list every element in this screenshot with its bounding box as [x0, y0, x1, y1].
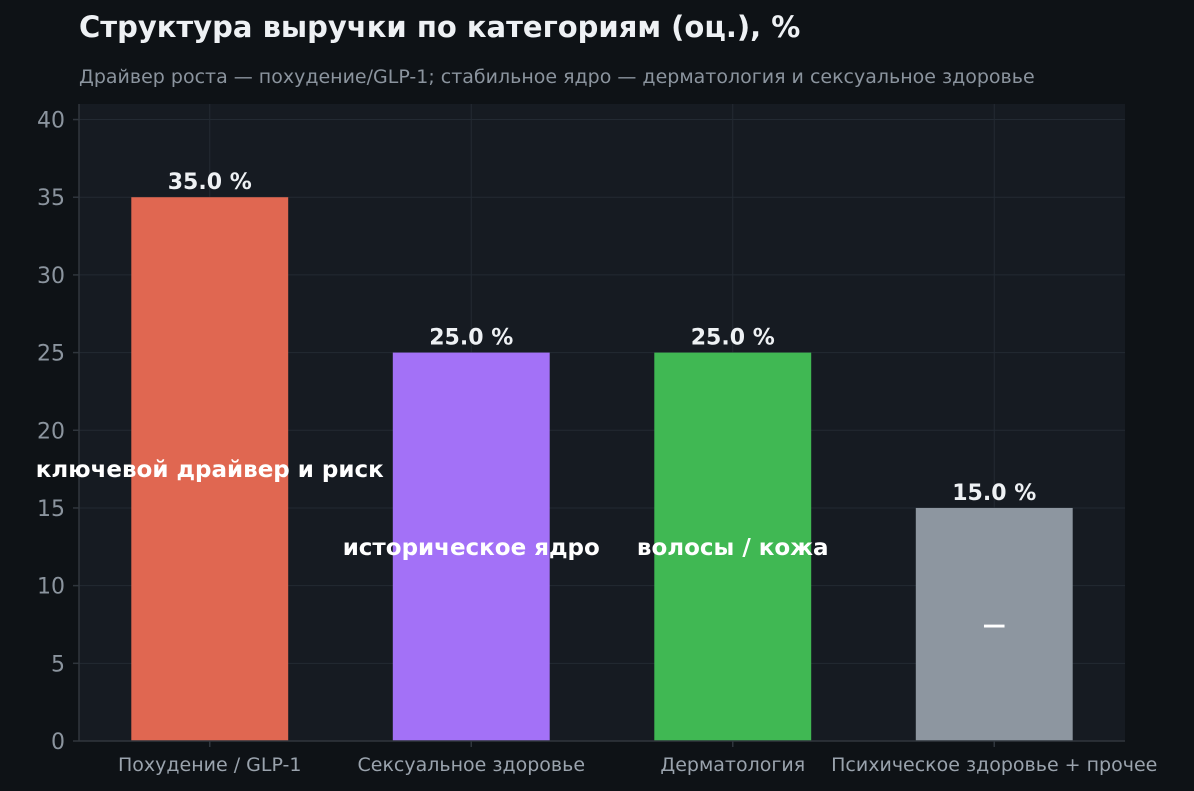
bar: [654, 352, 812, 741]
y-tick-label: 25: [37, 342, 65, 367]
bar: [131, 197, 289, 742]
y-tick-label: 10: [37, 575, 65, 600]
x-category-label: Дерматология: [660, 754, 805, 776]
x-category-label: Сексуальное здоровье: [357, 754, 585, 776]
bar: [915, 507, 1073, 741]
y-tick-label: 30: [37, 264, 65, 289]
bar-value-label: 25.0 %: [691, 326, 775, 351]
bar-note-label: —: [983, 612, 1006, 638]
axes: [73, 104, 1125, 747]
y-tick-label: 15: [37, 497, 65, 522]
bars: [131, 197, 1073, 742]
bar: [392, 352, 550, 741]
bar-value-label: 15.0 %: [952, 481, 1036, 506]
labels: 0 5 10 15 20 25 30 35 40 35.0 % Похудение / GLP-1 к…: [36, 109, 1158, 776]
chart-subtitle: Драйвер роста — похудение/GLP-1; стабиль…: [79, 66, 1035, 88]
y-tick-label: 20: [37, 419, 65, 444]
bar-note-label: ключевой драйвер и риск: [36, 457, 384, 483]
y-tick-label: 5: [51, 652, 65, 677]
chart-title: Структура выручки по категориям (оц.), %: [79, 10, 801, 44]
y-tick-label: 0: [51, 730, 65, 755]
bar-note-label: волосы / кожа: [637, 535, 829, 561]
y-tick-label: 40: [37, 109, 65, 134]
y-tick-label: 35: [37, 186, 65, 211]
bar-note-label: историческое ядро: [343, 535, 600, 561]
bar-value-label: 35.0 %: [168, 170, 252, 195]
bar-value-label: 25.0 %: [429, 326, 513, 351]
x-category-label: Психическое здоровье + прочее: [831, 754, 1157, 776]
x-category-label: Похудение / GLP-1: [118, 754, 301, 776]
